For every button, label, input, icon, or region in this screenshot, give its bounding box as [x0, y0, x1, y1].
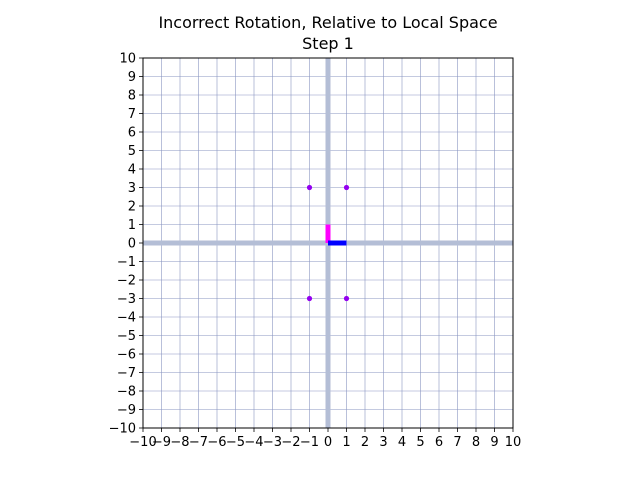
x-tick-label: 4: [398, 435, 406, 450]
y-tick-label: −9: [117, 403, 136, 418]
y-tick-label: −10: [109, 422, 136, 437]
y-tick-label: 0: [128, 237, 136, 252]
x-tick-label: −7: [189, 435, 208, 450]
y-tick-label: −5: [117, 329, 136, 344]
y-tick-label: 7: [128, 107, 136, 122]
y-tick-label: −7: [117, 366, 136, 381]
y-tick-label: −8: [117, 385, 136, 400]
x-tick-label: 10: [505, 435, 522, 450]
x-tick-label: −1: [300, 435, 319, 450]
y-tick-label: 4: [128, 163, 136, 178]
y-tick-label: 10: [119, 52, 136, 67]
y-tick-label: 3: [128, 181, 136, 196]
data-point: [306, 184, 313, 191]
y-tick-label: −1: [117, 255, 136, 270]
x-tick-label: 9: [490, 435, 498, 450]
x-tick-label: −10: [129, 435, 156, 450]
x-tick-label: −4: [244, 435, 263, 450]
x-tick-label: −8: [170, 435, 189, 450]
x-tick-label: −9: [152, 435, 171, 450]
x-tick-label: 6: [435, 435, 443, 450]
chart-title: Incorrect Rotation, Relative to Local Sp…: [158, 13, 497, 32]
x-ticks: −10−9 −8 −7 −6 −5 −4 −3 −2 −1 0 1 2 3 4 5 6 7 8 9 10: [129, 428, 521, 450]
data-point: [343, 295, 350, 302]
x-tick-label: 3: [379, 435, 387, 450]
x-tick-label: 0: [324, 435, 332, 450]
x-tick-label: −6: [207, 435, 226, 450]
y-tick-label: 5: [128, 144, 136, 159]
y-tick-label: 6: [128, 126, 136, 141]
data-point: [306, 295, 313, 302]
y-tick-label: 2: [128, 200, 136, 215]
y-tick-label: −6: [117, 348, 136, 363]
y-tick-label: −4: [117, 311, 136, 326]
local-axes: [325, 224, 347, 246]
x-tick-label: 5: [416, 435, 424, 450]
y-tick-label: 9: [128, 70, 136, 85]
x-tick-label: −3: [263, 435, 282, 450]
data-point: [343, 184, 350, 191]
y-tick-label: 8: [128, 89, 136, 104]
chart-subtitle: Step 1: [302, 34, 354, 53]
y-tick-label: −3: [117, 292, 136, 307]
y-tick-label: 1: [128, 218, 136, 233]
x-tick-label: −5: [226, 435, 245, 450]
points: [306, 184, 350, 302]
x-tick-label: 8: [472, 435, 480, 450]
y-tick-label: −2: [117, 274, 136, 289]
x-tick-label: 2: [361, 435, 369, 450]
x-tick-label: 1: [342, 435, 350, 450]
x-tick-label: 7: [453, 435, 461, 450]
x-tick-label: −2: [281, 435, 300, 450]
